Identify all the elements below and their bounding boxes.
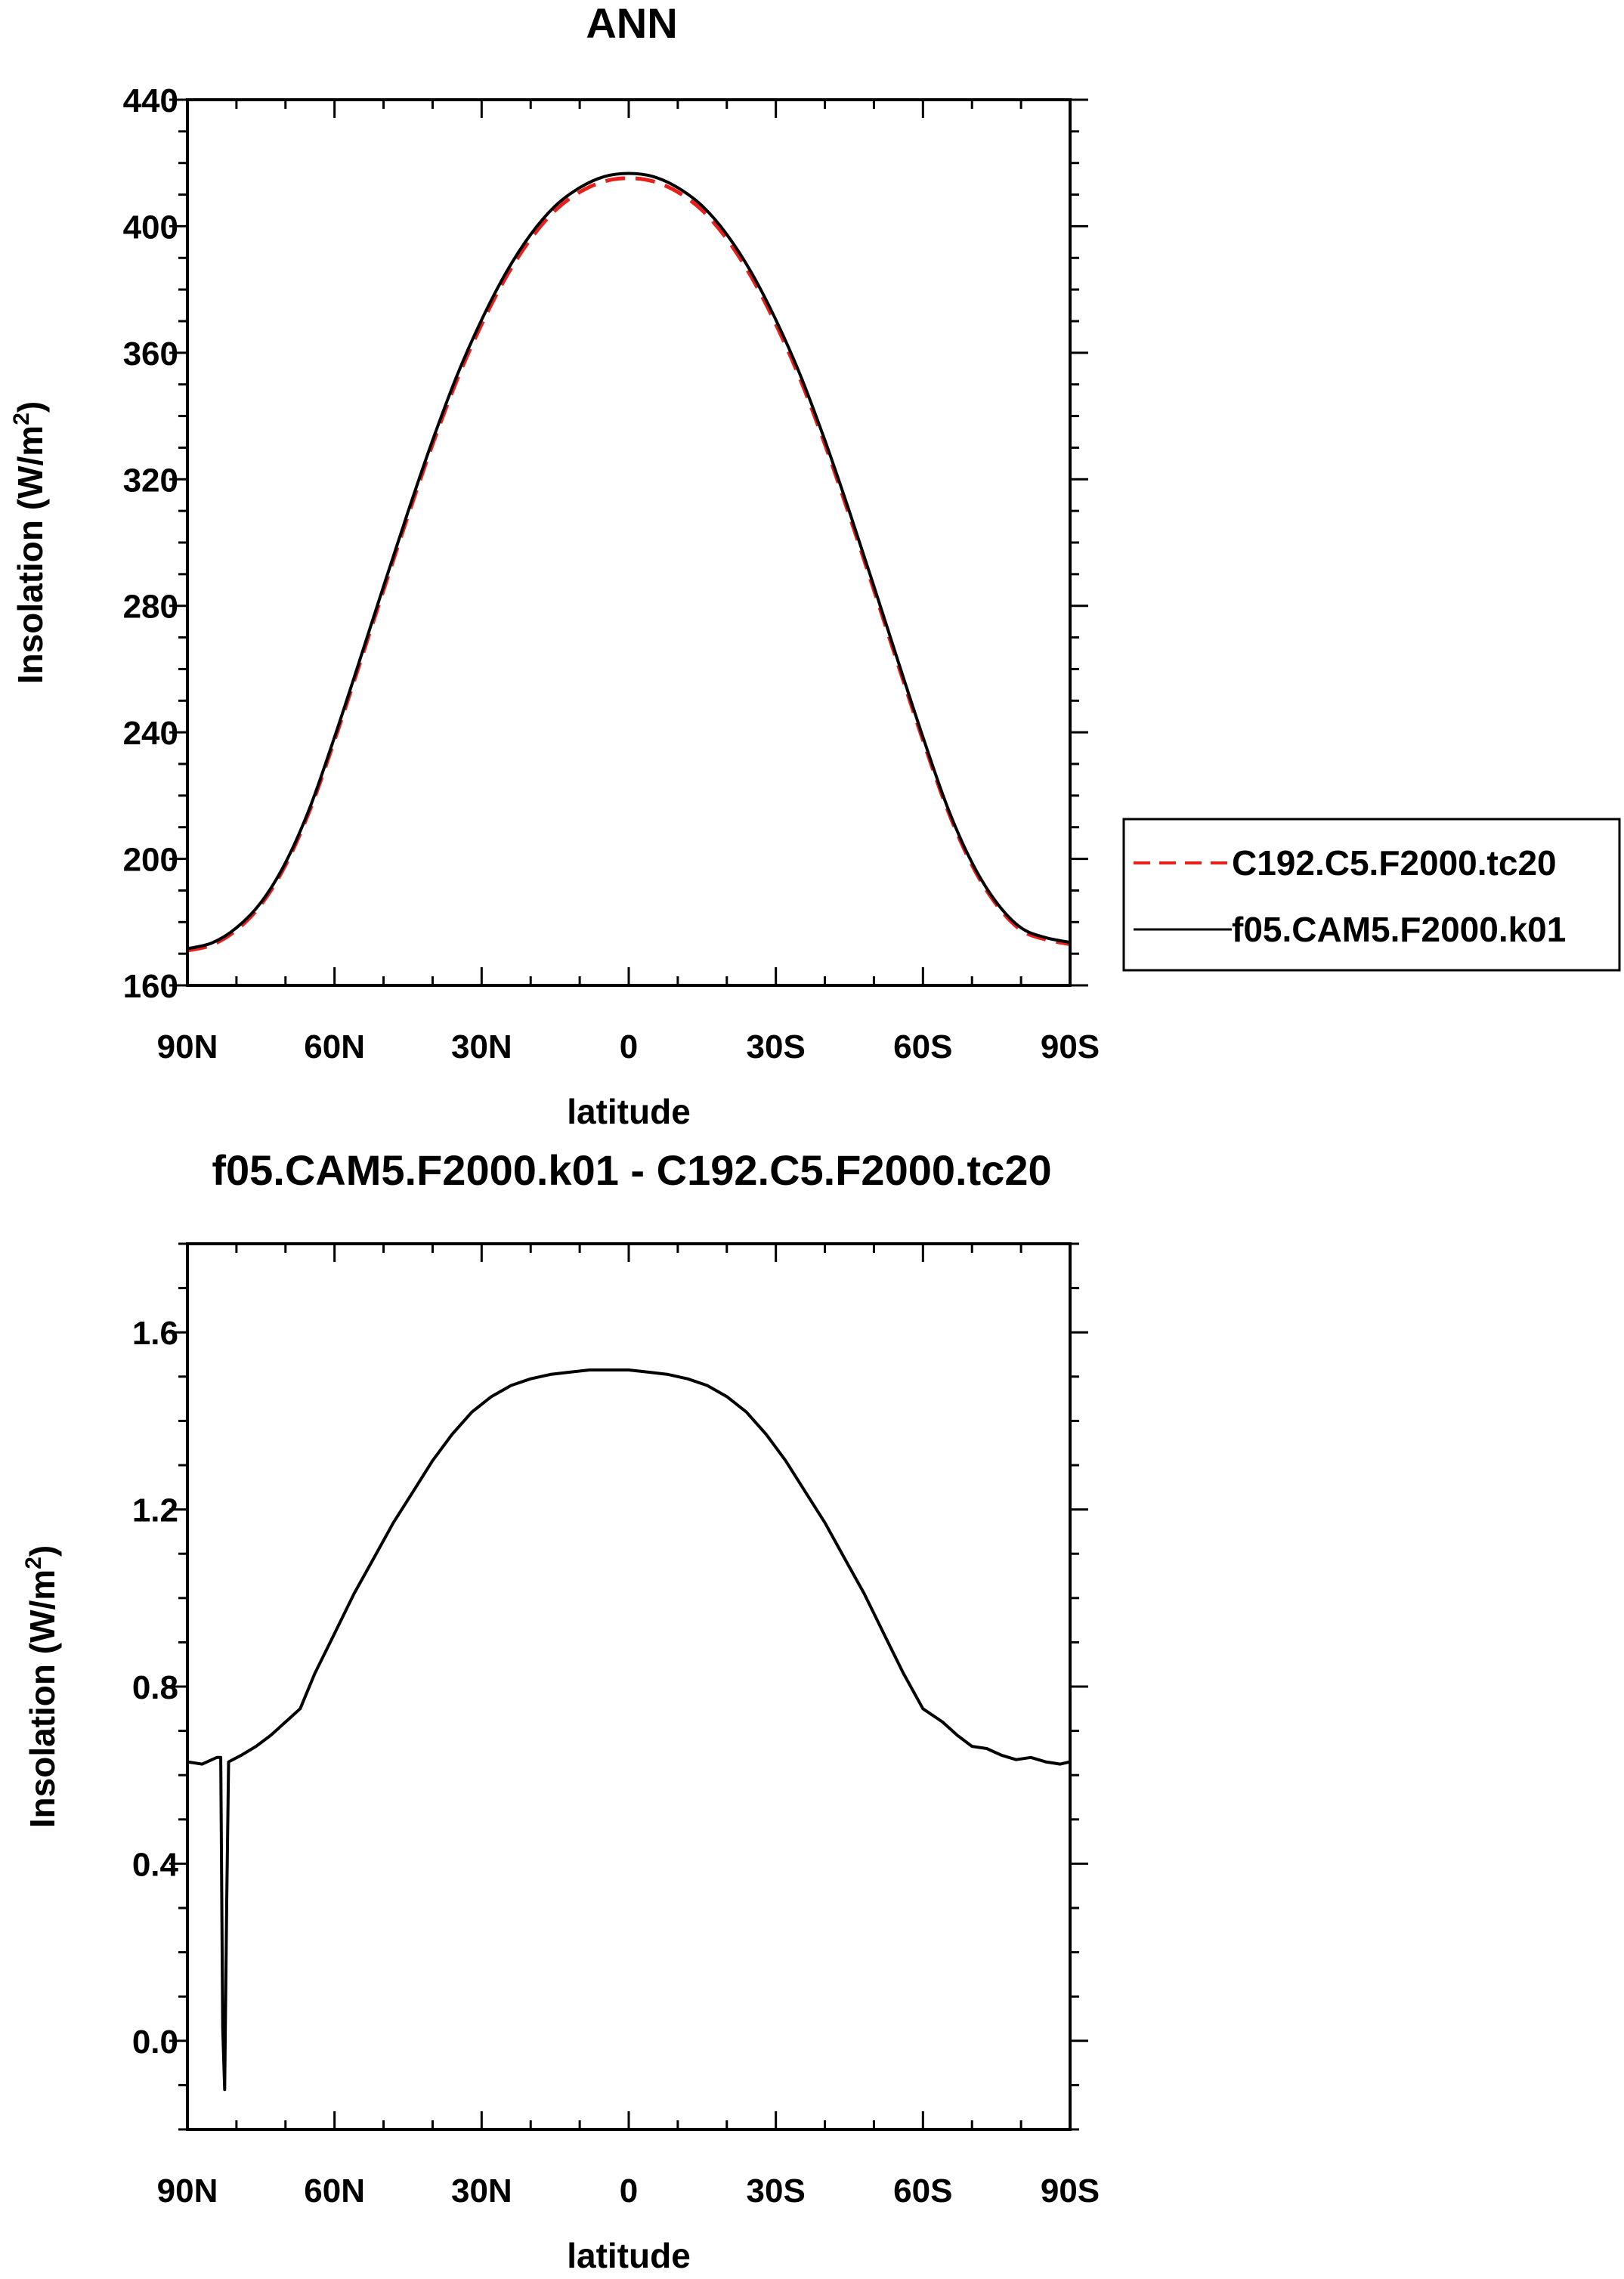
x-tick-label: 0 [620,1028,638,1065]
panel-2-y-axis-label: Insolation (W/m2) [21,1545,62,1828]
panel-2-ticks [169,1242,1088,2131]
x-tick-label: 90S [1041,1028,1100,1065]
panel-2-y-axis-label-main: Insolation (W/m [23,1569,62,1828]
y-tick-label: 160 [123,968,178,1005]
series-line-1 [187,176,1071,953]
y-tick-label: 1.2 [132,1492,178,1529]
panel-1-y-axis-label: Insolation (W/m2) [9,401,50,684]
legend-label-2: f05.CAM5.F2000.k01 [1232,910,1566,949]
y-tick-label: 400 [123,209,178,246]
panel-1-frame [186,98,1072,987]
legend-label-1: C192.C5.F2000.tc20 [1232,843,1557,883]
series-line-2 [187,172,1071,951]
panel-1: ANN 160 200 240 280 320 360 400 440 90N 60N 30N 0 3… [9,0,1621,1131]
y-tick-label: 1.6 [132,1315,178,1352]
legend: C192.C5.F2000.tc20 f05.CAM5.F2000.k01 [1122,818,1621,972]
x-tick-label: 30N [451,2172,512,2209]
panel-2-y-axis-label-superscript: 2 [21,1557,46,1569]
y-tick-label: 440 [123,82,178,119]
panel-1-y-axis-label-superscript: 2 [9,413,34,425]
panel-1-x-tick-labels: 90N 60N 30N 0 30S 60S 90S [157,1028,1100,1065]
panel-1-y-axis-label-close: ) [11,401,50,413]
y-tick-label: 0.8 [132,1669,178,1706]
panel-1-title: ANN [586,0,677,47]
panel-1-ticks [169,98,1088,987]
x-tick-label: 30S [747,1028,806,1065]
panel-2-y-axis-label-close: ) [23,1545,62,1557]
x-tick-label: 30S [747,2172,806,2209]
y-tick-label: 0.0 [132,2024,178,2061]
y-tick-label: 360 [123,336,178,373]
x-tick-label: 60S [893,1028,952,1065]
legend-box [1122,818,1621,972]
y-tick-label: 320 [123,462,178,499]
y-tick-label: 240 [123,715,178,752]
panel-2-title: f05.CAM5.F2000.k01 - C192.C5.F2000.tc20 [212,1146,1051,1194]
x-tick-label: 60S [893,2172,952,2209]
series-line-1 [187,1368,1071,2092]
panel-2-frame [186,1242,1072,2131]
panel-1-series [187,172,1071,953]
x-tick-label: 30N [451,1028,512,1065]
y-tick-label: 200 [123,842,178,879]
x-tick-label: 60N [304,1028,365,1065]
panel-2-x-axis-label: latitude [567,2236,691,2275]
x-tick-label: 90S [1041,2172,1100,2209]
panel-2: f05.CAM5.F2000.k01 - C192.C5.F2000.tc20 … [21,1146,1100,2275]
panel-1-x-axis-label: latitude [567,1092,691,1131]
x-tick-label: 60N [304,2172,365,2209]
panel-1-y-axis-label-main: Insolation (W/m [11,425,50,684]
y-tick-label: 0.4 [132,1846,179,1883]
panel-2-y-tick-labels: 0.0 0.4 0.8 1.2 1.6 [132,1315,179,2061]
y-tick-label: 280 [123,589,178,626]
x-tick-label: 90N [157,2172,218,2209]
panel-2-x-tick-labels: 90N 60N 30N 0 30S 60S 90S [157,2172,1100,2209]
panel-2-series [187,1368,1071,2092]
x-tick-label: 90N [157,1028,218,1065]
panel-1-y-tick-labels: 160 200 240 280 320 360 400 440 [123,82,178,1005]
x-tick-label: 0 [620,2172,638,2209]
